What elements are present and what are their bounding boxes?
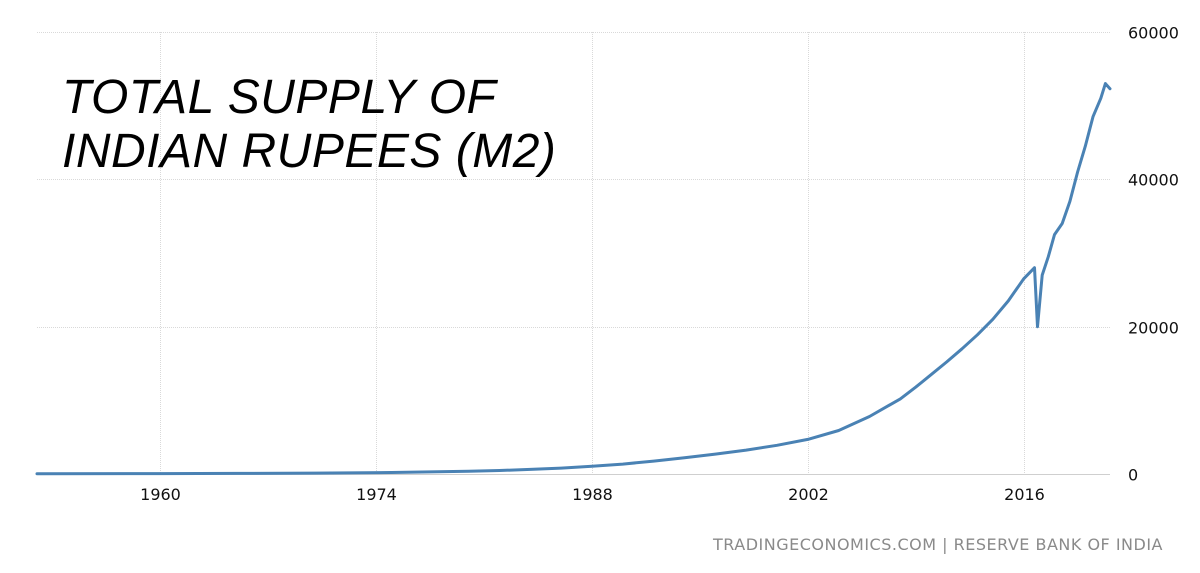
x-tick-label: 1960 [140,485,181,504]
gridlines [37,32,1110,474]
series-line [35,82,1112,476]
x-tick-label: 2002 [788,485,829,504]
x-axis-ticks: 1960 1974 1988 2002 2016 [140,485,1045,504]
x-tick-label: 2016 [1004,485,1045,504]
y-tick-label: 60000 [1128,24,1179,43]
y-tick-label: 40000 [1128,171,1179,190]
x-tick-label: 1988 [572,485,613,504]
chart-title-line-2: INDIAN RUPEES (M2) [62,125,557,178]
source-attribution: TRADINGECONOMICS.COM | RESERVE BANK OF I… [713,535,1163,554]
plot-area [35,82,1112,476]
y-tick-label: 20000 [1128,319,1179,338]
y-axis-labels: 0 20000 40000 60000 [1128,24,1179,485]
x-tick-label: 1974 [356,485,397,504]
chart-title-line-1: TOTAL SUPPLY OF [62,71,497,124]
y-tick-label: 0 [1128,466,1138,485]
